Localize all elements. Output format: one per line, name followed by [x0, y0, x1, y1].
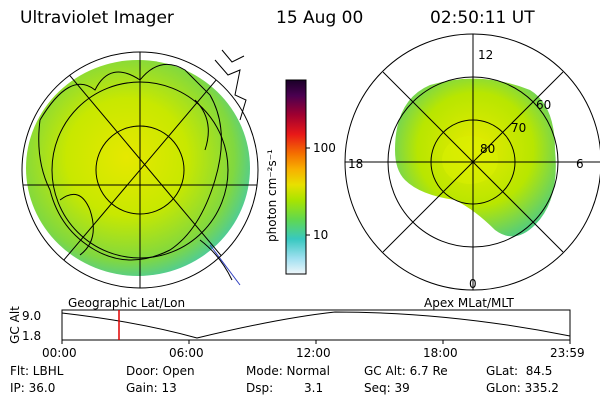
coast-lines [199, 49, 247, 286]
alt-ylabel: GC Alt [7, 306, 22, 344]
mlt-label-6: 6 [576, 157, 584, 171]
left-map-caption: Geographic Lat/Lon [68, 296, 186, 310]
mode-info: Mode: Normal [246, 364, 330, 378]
alt-xtick-2359: 23:59 [550, 346, 585, 360]
door-info: Door: Open [126, 364, 195, 378]
aurora-oval-left [26, 60, 250, 276]
dsp-label: Dsp: [246, 381, 274, 395]
mlt-label-12: 12 [478, 48, 494, 62]
lat-label-60: 60 [536, 98, 552, 112]
alt-xtick-1200: 12:00 [296, 346, 331, 360]
flt-info: Flt: LBHL [10, 364, 64, 378]
colorbar-tick-100: 100 [313, 141, 336, 155]
colorbar-unit-label: photon cm⁻²s⁻¹ [265, 149, 279, 242]
colorbar-tick-10: 10 [313, 228, 329, 242]
altitude-curve [61, 311, 571, 339]
alt-xtick-0600: 06:00 [169, 346, 204, 360]
alt-ytick-9: 9.0 [22, 309, 42, 323]
alt-xtick-1800: 18:00 [423, 346, 458, 360]
app-title: Ultraviolet Imager [20, 8, 174, 28]
geographic-map [21, 49, 259, 289]
glon-info: GLon: 335.2 [486, 381, 559, 395]
lat-label-80: 80 [480, 142, 496, 156]
colorbar [285, 79, 310, 275]
colorbar-gradient [285, 79, 307, 275]
right-map-caption: Apex MLat/MLT [424, 296, 514, 310]
gc-alt-info: GC Alt: 6.7 Re [364, 364, 448, 378]
mlt-label-18: 18 [348, 157, 364, 171]
lat-label-70: 70 [511, 121, 527, 135]
time-label: 02:50:11 UT [430, 8, 535, 28]
ip-info: IP: 36.0 [10, 381, 56, 395]
mlt-label-0: 0 [469, 277, 477, 291]
date-label: 15 Aug 00 [276, 8, 364, 28]
alt-xtick-0000: 00:00 [42, 346, 77, 360]
magnetic-map [344, 33, 600, 291]
gain-info: Gain: 13 [126, 381, 177, 395]
alt-ytick-1-8: 1.8 [22, 329, 42, 343]
dsp-value: 3.1 [304, 381, 324, 395]
glat-info: GLat: 84.5 [486, 364, 553, 378]
altitude-plot [61, 309, 571, 344]
seq-info: Seq: 39 [364, 381, 410, 395]
